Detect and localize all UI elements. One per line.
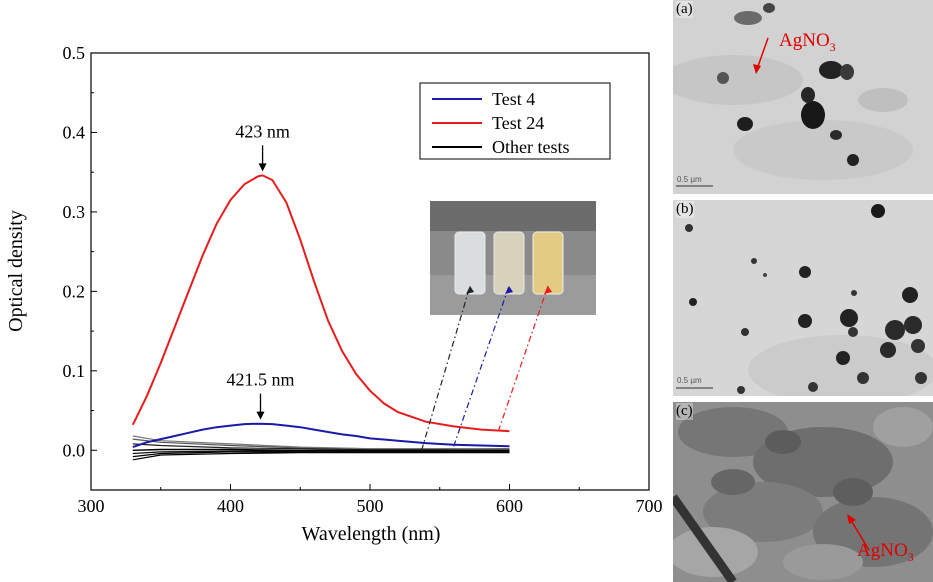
vial-clear — [454, 231, 486, 295]
peak-arrow-head — [258, 163, 267, 172]
x-tick-label: 300 — [78, 496, 105, 516]
peak-arrow-head — [256, 411, 265, 420]
x-tick-label: 700 — [636, 496, 663, 516]
guide-line-test4 — [453, 285, 510, 447]
annotations: 423 nm 421.5 nm — [226, 121, 552, 451]
legend-label: Other tests — [492, 137, 569, 157]
series-line-test-4 — [132, 422, 510, 449]
panel-a-scalebar: 0.5 µm — [677, 175, 702, 184]
other-test-line — [132, 443, 510, 451]
uv-vis-chart: 300 400 500 600 700 0.0 0.1 0.2 0.3 0.4 0.5 423 nm… — [5, 43, 663, 545]
panel-c-annotation: AgNO3 — [857, 540, 914, 564]
y-tick-label: 0.0 — [63, 440, 86, 460]
tem-image-b — [673, 200, 933, 396]
other-test-line — [132, 451, 510, 458]
legend-box — [419, 82, 611, 160]
panel-a-annotation: AgNO3 — [779, 30, 836, 54]
y-tick-label: 0.1 — [63, 361, 86, 381]
tem-panel-c: (c) AgNO3 — [673, 402, 933, 582]
tem-image-c — [673, 402, 933, 582]
guide-line-other — [421, 285, 471, 451]
vial-photo-inset — [430, 201, 596, 315]
tem-panel-a: (a) AgNO3 0.5 µm — [673, 0, 933, 194]
y-axis-label: Optical density — [5, 210, 27, 332]
tem-image-a — [673, 0, 933, 194]
panel-b-scalebar: 0.5 µm — [677, 376, 702, 385]
x-tick-label: 400 — [217, 496, 244, 516]
plot-area: 300 400 500 600 700 0.0 0.1 0.2 0.3 0.4 0.5 — [63, 43, 663, 516]
guide-line-test4-head — [505, 286, 513, 294]
vial-pale — [493, 231, 525, 295]
y-tick-label: 0.4 — [63, 122, 86, 142]
guide-line-test24-head — [544, 286, 552, 294]
series-line-test-24 — [131, 174, 510, 433]
guide-line-test24 — [497, 285, 549, 432]
panel-c-label: (c) — [676, 403, 693, 420]
panel-b-label: (b) — [676, 201, 694, 218]
vial-yellow — [532, 231, 564, 295]
inset-wall — [430, 201, 596, 231]
other-test-line — [132, 452, 510, 461]
x-tick-label: 500 — [357, 496, 384, 516]
y-tick-label: 0.2 — [63, 281, 86, 301]
series-line-other-tests — [132, 448, 510, 451]
other-test-line — [132, 450, 510, 455]
peak-label: 421.5 nm — [226, 370, 294, 390]
x-axis-label: Wavelength (nm) — [302, 523, 441, 545]
legend-label: Test 4 — [492, 89, 535, 109]
other-test-line — [132, 435, 510, 451]
tem-panel-b: (b) 0.5 µm — [673, 200, 933, 396]
legend-label: Test 24 — [492, 113, 544, 133]
legend: Test 4 Test 24 Other tests — [419, 82, 611, 160]
x-tick-label: 600 — [496, 496, 523, 516]
guide-line-other-head — [466, 286, 474, 294]
y-tick-label: 0.5 — [63, 43, 86, 63]
peak-label: 423 nm — [235, 121, 290, 141]
panel-a-label: (a) — [676, 1, 693, 18]
y-tick-label: 0.3 — [63, 202, 86, 222]
